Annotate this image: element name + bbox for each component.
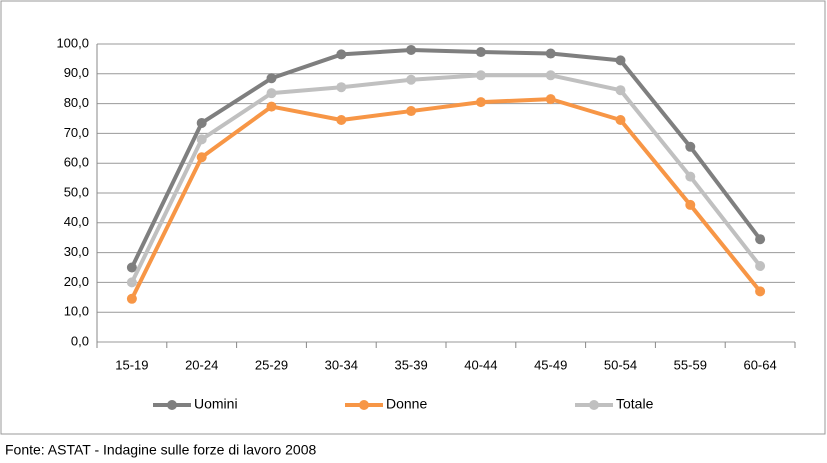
x-tick-label: 45-49 <box>534 357 567 372</box>
data-point <box>475 47 486 58</box>
x-tick-label: 25-29 <box>255 357 288 372</box>
legend-marker <box>589 400 599 410</box>
data-point <box>545 48 556 59</box>
y-tick-label: 0,0 <box>71 333 89 348</box>
y-tick-label: 40,0 <box>64 214 89 229</box>
data-point <box>406 106 417 117</box>
y-tick-label: 10,0 <box>64 304 89 319</box>
data-point <box>685 141 696 152</box>
series-line <box>130 97 762 300</box>
y-tick-label: 30,0 <box>64 244 89 259</box>
x-tick-label: 35-39 <box>394 357 427 372</box>
y-tick-label: 60,0 <box>64 155 89 170</box>
x-tick-label: 55-59 <box>674 357 707 372</box>
data-point <box>266 88 277 99</box>
series-line <box>130 73 762 284</box>
x-tick-label: 30-34 <box>325 357 358 372</box>
legend-label: Uomini <box>194 396 238 412</box>
x-tick-label: 20-24 <box>185 357 218 372</box>
y-tick-label: 50,0 <box>64 184 89 199</box>
legend-marker <box>167 400 177 410</box>
data-point <box>196 117 207 128</box>
x-tick-label: 60-64 <box>743 357 776 372</box>
data-point <box>545 70 556 81</box>
data-point <box>336 49 347 60</box>
data-point <box>615 85 626 96</box>
data-point <box>266 101 277 112</box>
y-tick-label: 80,0 <box>64 95 89 110</box>
x-tick-label: 50-54 <box>604 357 637 372</box>
data-point <box>685 199 696 210</box>
legend-marker <box>359 400 369 410</box>
source-note: Fonte: ASTAT - Indagine sulle forze di l… <box>5 442 317 458</box>
data-point <box>615 55 626 66</box>
data-point <box>755 261 766 272</box>
data-point <box>615 114 626 125</box>
x-tick-label: 40-44 <box>464 357 497 372</box>
data-point <box>406 74 417 85</box>
y-tick-label: 20,0 <box>64 274 89 289</box>
chart-frame <box>0 0 826 435</box>
y-tick-label: 100,0 <box>56 35 89 50</box>
data-point <box>336 82 347 93</box>
data-point <box>545 94 556 105</box>
data-point <box>196 134 207 145</box>
data-point <box>755 286 766 297</box>
data-point <box>755 234 766 245</box>
legend-label: Totale <box>616 396 654 412</box>
data-point <box>406 44 417 55</box>
data-point <box>336 114 347 125</box>
legend-label: Donne <box>386 396 427 412</box>
data-point <box>266 73 277 84</box>
data-point <box>126 277 137 288</box>
data-point <box>126 293 137 304</box>
x-tick-label: 15-19 <box>115 357 148 372</box>
data-point <box>475 70 486 81</box>
y-tick-label: 90,0 <box>64 65 89 80</box>
data-point <box>126 262 137 273</box>
series-line <box>130 47 762 269</box>
data-point <box>475 97 486 108</box>
y-tick-label: 70,0 <box>64 125 89 140</box>
data-point <box>685 171 696 182</box>
data-point <box>196 152 207 163</box>
